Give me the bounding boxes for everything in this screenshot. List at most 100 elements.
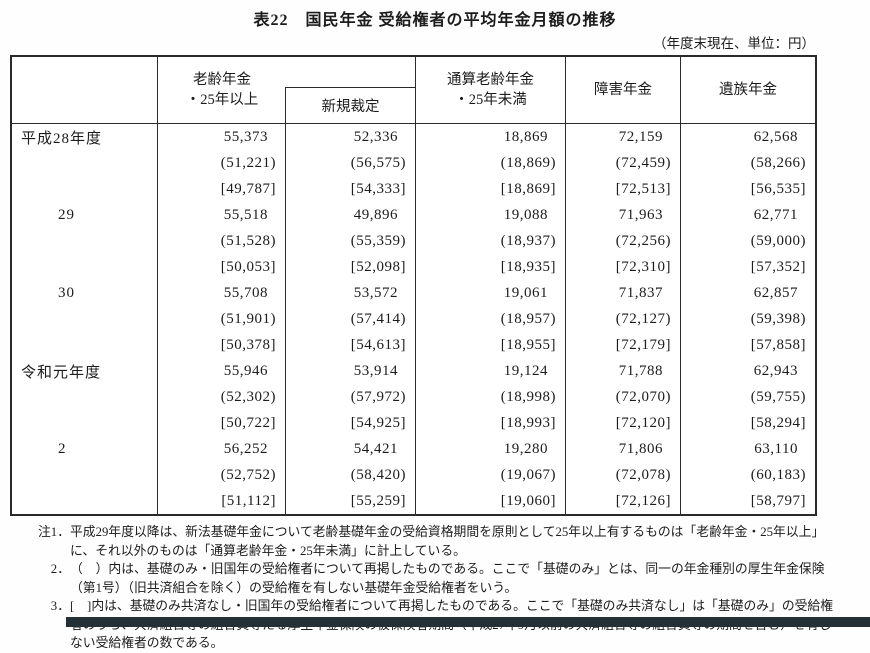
table-row: 29 55,518 49,896 19,088 71,963 62,771 <box>12 202 815 228</box>
document-page: { "title": "表22 国民年金 受給権者の平均年金月額の推移", "u… <box>10 12 870 651</box>
value-cell: (57,414) <box>285 306 415 332</box>
header-oldage-pension: 老齢年金 ・25年以上 <box>158 57 286 123</box>
value-cell: [18,955] <box>415 332 565 358</box>
footnote-1-label: 注1． <box>38 525 70 539</box>
table-row: (51,528) (55,359) (18,937) (72,256) (59,000) <box>12 228 815 254</box>
value-cell: 71,837 <box>565 280 680 306</box>
header-survivor-label: 遺族年金 <box>719 81 777 98</box>
footnote-2-label: 2． <box>50 562 70 577</box>
value-cell: (18,937) <box>415 228 565 254</box>
table-row: (52,302) (57,972) (18,998) (72,070) (59,755) <box>12 384 815 410</box>
row-year-label <box>12 332 157 358</box>
value-cell: [49,787] <box>157 176 285 202</box>
row-year-label <box>12 488 157 514</box>
header-newly-awarded-label: 新規裁定 <box>321 99 380 115</box>
row-year-label: 29 <box>58 206 75 223</box>
row-year-label: 30 <box>58 284 75 301</box>
value-cell: (72,070) <box>565 384 680 410</box>
header-tsusan-line2: ・25年未満 <box>454 92 527 108</box>
value-cell: (59,755) <box>680 384 815 410</box>
value-cell: 55,708 <box>157 280 285 306</box>
value-cell: (51,221) <box>157 150 285 176</box>
value-cell: (19,067) <box>415 462 565 488</box>
table-row: (51,901) (57,414) (18,957) (72,127) (59,398) <box>12 306 815 332</box>
row-year-label <box>12 176 157 202</box>
header-tsusan-line1: 通算老齢年金 <box>447 71 534 88</box>
value-cell: 63,110 <box>680 436 815 462</box>
value-cell: 53,914 <box>285 358 415 384</box>
value-cell: (52,752) <box>157 462 285 488</box>
value-cell: 19,061 <box>415 280 565 306</box>
value-cell: (57,972) <box>285 384 415 410</box>
value-cell: 55,373 <box>157 124 285 150</box>
value-cell: 56,252 <box>157 436 285 462</box>
row-year-label: 平成28年度 <box>21 130 103 147</box>
table-body: 平成28年度 55,373 52,336 18,869 72,159 62,568 (51,… <box>12 124 815 514</box>
header-oldage-line1: 老齢年金 <box>193 71 251 88</box>
row-year-label <box>12 228 157 254</box>
value-cell: 53,572 <box>285 280 415 306</box>
table-row: [50,722] [54,925] [18,993] [72,120] [58,294] <box>12 410 815 436</box>
footnote-2: 2． （ ）内は、基礎のみ・旧国年の受給権者について再掲したものである。ここで「… <box>24 560 842 597</box>
value-cell: [54,925] <box>285 410 415 436</box>
value-cell: [57,352] <box>680 254 815 280</box>
row-year-label <box>12 306 157 332</box>
value-cell: 19,088 <box>415 202 565 228</box>
value-cell: 52,336 <box>285 124 415 150</box>
table-row: 令和元年度 55,946 53,914 19,124 71,788 62,943 <box>12 358 815 384</box>
value-cell: (18,998) <box>415 384 565 410</box>
value-cell: (72,459) <box>565 150 680 176</box>
value-cell: [72,513] <box>565 176 680 202</box>
value-cell: [56,535] <box>680 176 815 202</box>
table-row: (52,752) (58,420) (19,067) (72,078) (60,183) <box>12 462 815 488</box>
value-cell: 55,946 <box>157 358 285 384</box>
table-row: 2 56,252 54,421 19,280 71,806 63,110 <box>12 436 815 462</box>
value-cell: [51,112] <box>157 488 285 514</box>
row-year-label <box>12 150 157 176</box>
value-cell: (72,078) <box>565 462 680 488</box>
value-cell: [50,053] <box>157 254 285 280</box>
table-row: [49,787] [54,333] [18,869] [72,513] [56,535] <box>12 176 815 202</box>
row-year-label <box>12 462 157 488</box>
footnotes: 注1． 平成29年度以降は、新法基礎年金について老齢基礎年金の受給資格期間を原則… <box>24 523 842 653</box>
value-cell: (52,302) <box>157 384 285 410</box>
footnote-2-text: （ ）内は、基礎のみ・旧国年の受給権者について再掲したものである。ここで「基礎の… <box>70 562 825 595</box>
value-cell: [18,935] <box>415 254 565 280</box>
value-cell: 19,124 <box>415 358 565 384</box>
unit-note: （年度末現在、単位：円） <box>653 36 815 51</box>
value-cell: 71,806 <box>565 436 680 462</box>
value-cell: 62,857 <box>680 280 815 306</box>
bottom-edge-bar <box>66 617 870 627</box>
header-disability-pension: 障害年金 <box>565 57 680 123</box>
value-cell: 71,963 <box>565 202 680 228</box>
value-cell: [57,858] <box>680 332 815 358</box>
table-row: 30 55,708 53,572 19,061 71,837 62,857 <box>12 280 815 306</box>
header-rowlabel-blank <box>12 57 157 123</box>
row-year-label <box>12 384 157 410</box>
value-cell: 71,788 <box>565 358 680 384</box>
value-cell: 18,869 <box>415 124 565 150</box>
table-row: [51,112] [55,259] [19,060] [72,126] [58,797] <box>12 488 815 514</box>
value-cell: (55,359) <box>285 228 415 254</box>
value-cell: [19,060] <box>415 488 565 514</box>
footnote-1: 注1． 平成29年度以降は、新法基礎年金について老齢基礎年金の受給資格期間を原則… <box>24 523 842 560</box>
value-cell: [72,126] <box>565 488 680 514</box>
value-cell: (60,183) <box>680 462 815 488</box>
value-cell: [54,613] <box>285 332 415 358</box>
value-cell: [50,378] <box>157 332 285 358</box>
value-cell: (72,256) <box>565 228 680 254</box>
value-cell: [58,294] <box>680 410 815 436</box>
table-header-row: 老齢年金 ・25年以上 新規裁定 通算老齢年金 ・25年未満 障害年金 遺族年金 <box>12 57 815 124</box>
value-cell: [50,722] <box>157 410 285 436</box>
value-cell: (51,528) <box>157 228 285 254</box>
row-year-label <box>12 410 157 436</box>
header-newly-awarded: 新規裁定 <box>285 87 415 123</box>
table-row: [50,053] [52,098] [18,935] [72,310] [57,352] <box>12 254 815 280</box>
value-cell: [72,179] <box>565 332 680 358</box>
value-cell: (58,266) <box>680 150 815 176</box>
value-cell: 55,518 <box>157 202 285 228</box>
header-oldage-line2: ・25年以上 <box>185 92 259 108</box>
value-cell: [52,098] <box>285 254 415 280</box>
header-survivor-pension: 遺族年金 <box>680 57 815 123</box>
value-cell: (18,869) <box>415 150 565 176</box>
